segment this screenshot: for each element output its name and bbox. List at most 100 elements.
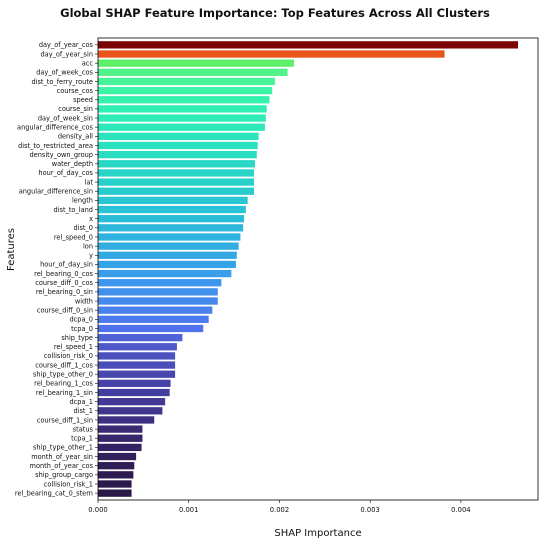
y-tick-label: length bbox=[72, 197, 93, 205]
bar-month-of-year-cos bbox=[98, 462, 135, 470]
bar-day-of-week-sin bbox=[98, 114, 266, 122]
bar-lon bbox=[98, 242, 239, 250]
bar-density-own-group bbox=[98, 150, 257, 159]
bar-rel-bearing-1-sin bbox=[98, 388, 170, 397]
bar-water-depth bbox=[98, 160, 255, 168]
y-tick-label: angular_difference_cos bbox=[17, 123, 94, 131]
y-tick-label: course_cos bbox=[57, 87, 94, 95]
y-tick-label: ship_group_cargo bbox=[35, 471, 93, 479]
bar-y bbox=[98, 251, 237, 259]
y-tick-label: dist_to_restricted_area bbox=[18, 142, 93, 150]
y-tick-label: tcpa_1 bbox=[71, 435, 93, 443]
y-tick-label: density_all bbox=[58, 133, 93, 141]
y-tick-label: day_of_year_cos bbox=[39, 41, 94, 49]
bar-angular-difference-cos bbox=[98, 123, 265, 131]
y-tick-label: course_diff_1_sin bbox=[37, 416, 93, 424]
y-tick-label: dist_to_ferry_route bbox=[31, 78, 93, 86]
y-tick-label: status bbox=[73, 425, 94, 433]
y-tick-label: rel_bearing_0_sin bbox=[36, 288, 93, 296]
y-tick-label: acc bbox=[82, 59, 94, 67]
bar-dist-to-land bbox=[98, 205, 246, 214]
bar-rel-bearing-1-cos bbox=[98, 379, 171, 388]
bar-ship-type-other-1 bbox=[98, 443, 142, 452]
chart-title: Global SHAP Feature Importance: Top Feat… bbox=[60, 6, 490, 20]
bar-rel-speed-0 bbox=[98, 233, 241, 241]
x-tick-label: 0.004 bbox=[451, 506, 470, 514]
x-axis-label: SHAP Importance bbox=[274, 528, 362, 539]
bar-angular-difference-sin bbox=[98, 187, 255, 195]
bar-month-of-year-sin bbox=[98, 452, 137, 461]
x-tick-label: 0.002 bbox=[270, 506, 289, 514]
bar-width bbox=[98, 297, 218, 305]
bar-rel-bearing-0-cos bbox=[98, 269, 232, 278]
y-tick-label: tcpa_0 bbox=[71, 325, 93, 333]
bar-status bbox=[98, 425, 143, 433]
y-tick-label: lat bbox=[85, 178, 94, 186]
bar-dist-0 bbox=[98, 224, 244, 232]
y-tick-label: rel_bearing_cat_0_stern bbox=[15, 489, 93, 497]
bar-dist-1 bbox=[98, 407, 163, 415]
y-tick-label: x bbox=[89, 215, 93, 223]
x-tick-label: 0.001 bbox=[179, 506, 198, 514]
x-tick-labels: 0.000 0.001 0.002 0.003 0.004 bbox=[88, 500, 471, 514]
y-tick-label: rel_speed_0 bbox=[54, 233, 93, 241]
y-tick-label: dist_to_land bbox=[54, 206, 94, 214]
y-tick-label: day_of_year_sin bbox=[40, 50, 93, 58]
y-tick-label: rel_bearing_0_cos bbox=[34, 270, 93, 278]
bar-course-diff-1-cos bbox=[98, 361, 176, 369]
bar-lat bbox=[98, 178, 255, 186]
y-tick-label: collision_risk_1 bbox=[44, 480, 93, 488]
bar-acc bbox=[98, 59, 294, 67]
bar-length bbox=[98, 196, 248, 205]
bar-rel-speed-1 bbox=[98, 343, 177, 351]
bar-ship-type-other-0 bbox=[98, 370, 176, 378]
bar-dcpa-0 bbox=[98, 315, 209, 323]
y-tick-label: rel_bearing_1_cos bbox=[34, 380, 93, 388]
y-tick-label: day_of_week_cos bbox=[36, 69, 93, 77]
y-tick-label: course_diff_0_cos bbox=[35, 279, 93, 287]
y-tick-label: rel_speed_1 bbox=[54, 343, 93, 351]
bar-dist-to-restricted-area bbox=[98, 141, 258, 150]
bar-course-sin bbox=[98, 105, 267, 113]
bar-course-cos bbox=[98, 86, 273, 95]
y-tick-label: speed bbox=[73, 96, 93, 104]
y-tick-label: density_own_group bbox=[29, 151, 93, 159]
y-tick-label: lon bbox=[83, 242, 93, 250]
y-tick-label: ship_type_other_1 bbox=[33, 444, 93, 452]
y-tick-label: day_of_week_sin bbox=[38, 114, 93, 122]
y-tick-label: month_of_year_sin bbox=[31, 453, 93, 461]
y-tick-label: hour_of_day_cos bbox=[38, 169, 93, 177]
bar-tcpa-1 bbox=[98, 434, 143, 442]
x-tick-label: 0.000 bbox=[88, 506, 107, 514]
bar-ship-type bbox=[98, 333, 183, 342]
bar-day-of-year-sin bbox=[98, 50, 445, 58]
y-tick-label: dcpa_1 bbox=[69, 398, 93, 406]
y-tick-label: dcpa_0 bbox=[69, 316, 93, 324]
y-tick-label: dist_0 bbox=[73, 224, 93, 232]
bar-ship-group-cargo bbox=[98, 471, 134, 479]
y-tick-label: month_of_year_cos bbox=[30, 462, 94, 470]
bar-dcpa-1 bbox=[98, 397, 166, 406]
y-tick-label: rel_bearing_1_sin bbox=[36, 389, 93, 397]
y-tick-label: angular_difference_sin bbox=[19, 188, 93, 196]
bar-hour-of-day-cos bbox=[98, 169, 255, 177]
bar-collision-risk-1 bbox=[98, 480, 132, 488]
bar-dist-to-ferry-route bbox=[98, 77, 275, 86]
bar-course-diff-0-sin bbox=[98, 306, 213, 314]
bar-density-all bbox=[98, 132, 259, 141]
bar-course-diff-0-cos bbox=[98, 279, 222, 287]
bar-day-of-year-cos bbox=[98, 41, 519, 49]
y-tick-label: collision_risk_0 bbox=[44, 352, 93, 360]
bar-course-diff-1-sin bbox=[98, 416, 155, 424]
y-tick-label: water_depth bbox=[52, 160, 93, 168]
x-tick-label: 0.003 bbox=[360, 506, 379, 514]
bar-x bbox=[98, 215, 245, 223]
bar-hour-of-day-sin bbox=[98, 260, 236, 269]
y-tick-label: hour_of_day_sin bbox=[40, 261, 93, 269]
y-tick-label: ship_type bbox=[61, 334, 93, 342]
bars-layer bbox=[98, 41, 519, 497]
bar-rel-bearing-cat-0-stern bbox=[98, 489, 132, 497]
bar-collision-risk-0 bbox=[98, 352, 176, 360]
bar-tcpa-0 bbox=[98, 324, 204, 333]
